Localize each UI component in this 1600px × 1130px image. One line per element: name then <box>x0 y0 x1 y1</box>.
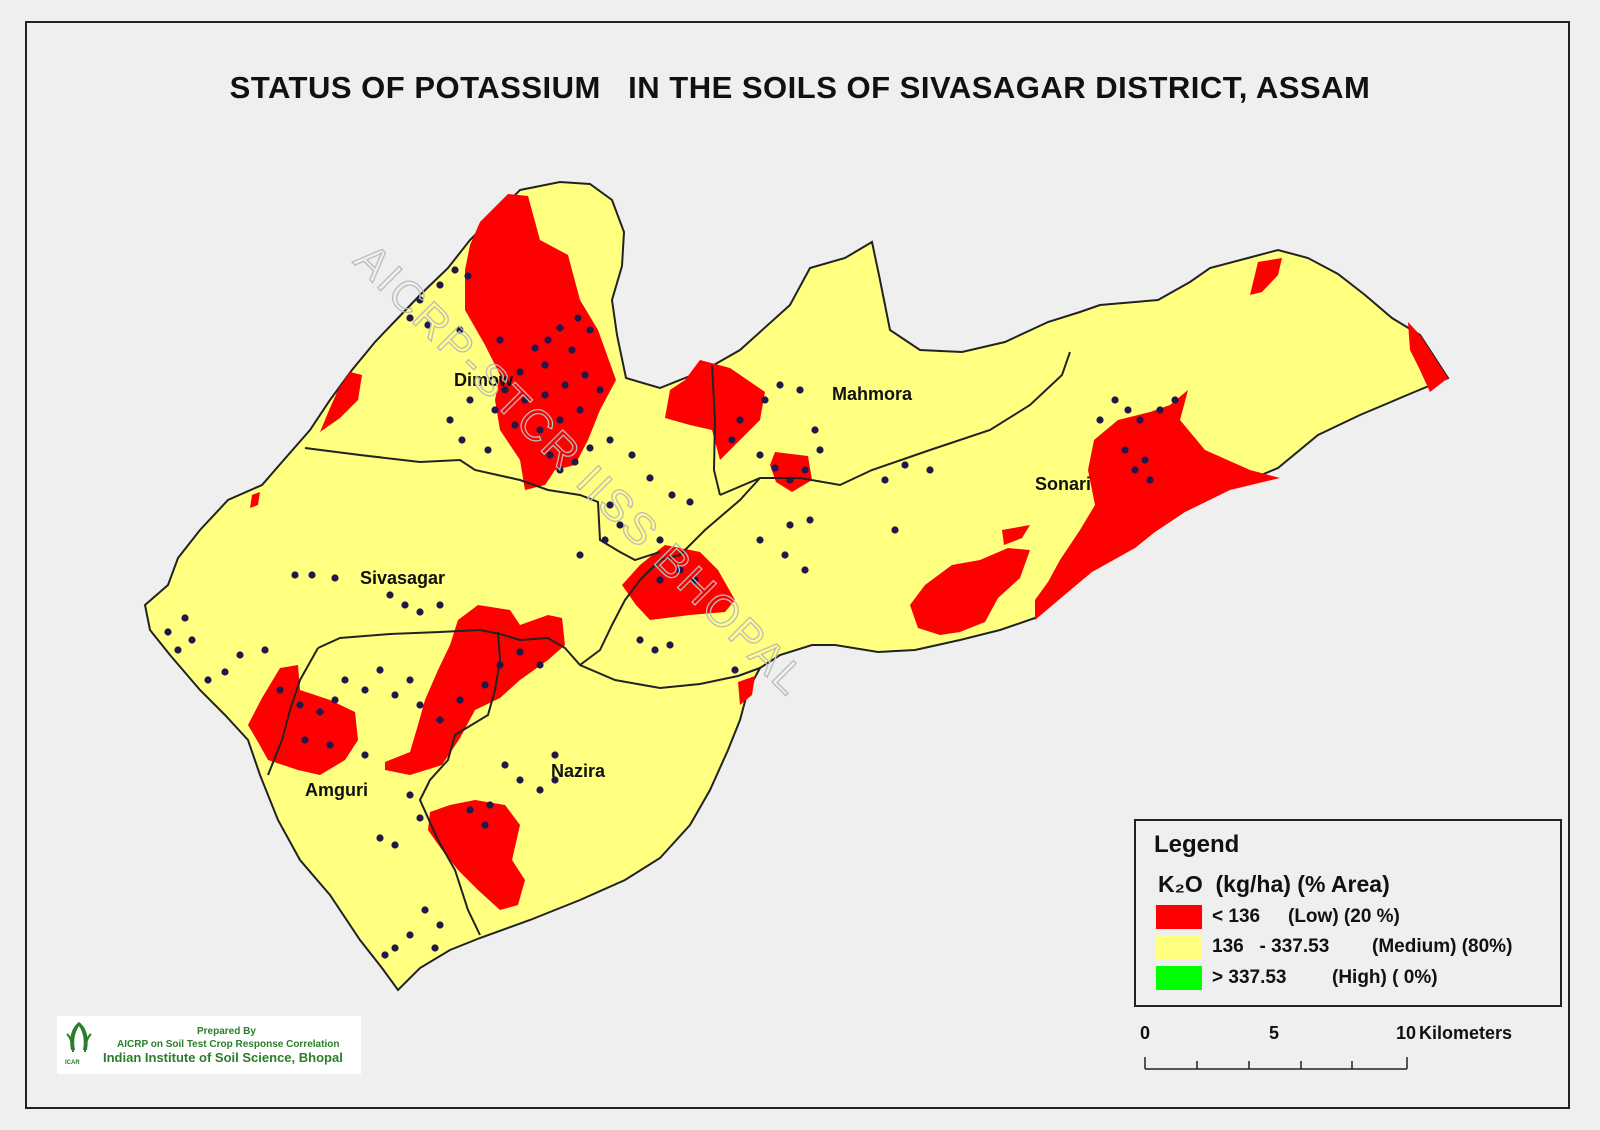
scale-tick-5: 5 <box>1269 1023 1280 1043</box>
boundary-mahmora-west <box>711 364 721 496</box>
legend: Legend K₂O (kg/ha) (% Area) < 136 (Low) … <box>1134 819 1562 1007</box>
region-label-sonari: Sonari <box>1035 474 1091 494</box>
credit-project: AICRP on Soil Test Crop Response Correla… <box>117 1039 340 1050</box>
boundary-nazira-west <box>418 631 502 936</box>
legend-swatch-high <box>1156 966 1202 990</box>
legend-item-medium: 136 - 337.53 (Medium) (80%) <box>1156 934 1512 960</box>
block-boundaries <box>267 351 1071 936</box>
legend-range-low: < 136 <box>1212 906 1261 927</box>
low-zone-sonari-west <box>910 548 1030 635</box>
icar-logo-text: ICAR <box>65 1060 80 1066</box>
credit-institute: Indian Institute of Soil Science, Bhopal <box>103 1050 343 1065</box>
low-zone-nazira-spot <box>738 676 755 705</box>
legend-label-medium: (Medium) (80%) <box>1372 936 1513 957</box>
legend-range-high: > 337.53 <box>1212 967 1287 988</box>
legend-title: Legend <box>1154 831 1240 858</box>
low-zone-nazira <box>428 800 525 910</box>
low-zone-sivasagar <box>385 605 565 775</box>
boundary-amguri-nazira <box>267 647 319 776</box>
scale-ruler <box>1144 1057 1408 1070</box>
low-zone-dimow <box>465 194 616 490</box>
legend-label-high: (High) ( 0%) <box>1332 967 1438 988</box>
credit-box: ICAR Prepared By AICRP on Soil Test Crop… <box>57 1016 361 1074</box>
legend-item-high: > 337.53 (High) ( 0%) <box>1156 965 1438 991</box>
map-frame <box>25 21 1570 1109</box>
low-zone-west-spot <box>250 492 260 508</box>
low-zone-dimow-west <box>320 372 362 432</box>
low-zone-northeast <box>1250 258 1282 295</box>
region-label-mahmora: Mahmora <box>832 384 913 404</box>
boundary-dimow-south <box>304 447 661 562</box>
legend-swatch-low <box>1156 905 1202 929</box>
scale-bar: 0 5 10 Kilometers <box>1140 1023 1560 1073</box>
region-label-dimow: Dimow <box>454 370 514 390</box>
low-zone-east-tip <box>1408 322 1448 392</box>
map-title: STATUS OF POTASSIUM IN THE SOILS OF SIVA… <box>229 70 1371 105</box>
region-label-nazira: Nazira <box>551 761 606 781</box>
legend-label-low: (Low) (20 %) <box>1288 906 1400 927</box>
low-zone-mahmora-small <box>770 452 812 492</box>
boundary-sivasagar-south <box>317 628 761 690</box>
legend-range-medium: 136 - 337.53 <box>1212 936 1330 957</box>
district-outline <box>143 180 1450 992</box>
low-zones <box>248 194 1448 910</box>
scale-tick-10: 10 <box>1396 1023 1417 1043</box>
low-zone-sonari <box>1035 390 1280 620</box>
sample-points <box>164 266 1179 959</box>
scale-unit: Kilometers <box>1419 1023 1513 1043</box>
boundary-mahmora-south <box>719 351 1071 496</box>
low-zone-sonari-spot <box>1002 525 1030 545</box>
boundary-sivasagar-east <box>579 477 761 666</box>
region-label-sivasagar: Sivasagar <box>360 568 445 588</box>
legend-swatch-medium <box>1156 935 1202 959</box>
credit-prepared-by: Prepared By <box>197 1026 256 1037</box>
icar-logo-icon <box>66 1022 92 1053</box>
low-zone-center <box>622 545 735 620</box>
scale-tick-0: 0 <box>1140 1023 1151 1043</box>
region-label-amguri: Amguri <box>305 780 368 800</box>
legend-subtitle: K₂O (kg/ha) (% Area) <box>1158 871 1390 897</box>
legend-item-low: < 136 (Low) (20 %) <box>1156 904 1400 930</box>
